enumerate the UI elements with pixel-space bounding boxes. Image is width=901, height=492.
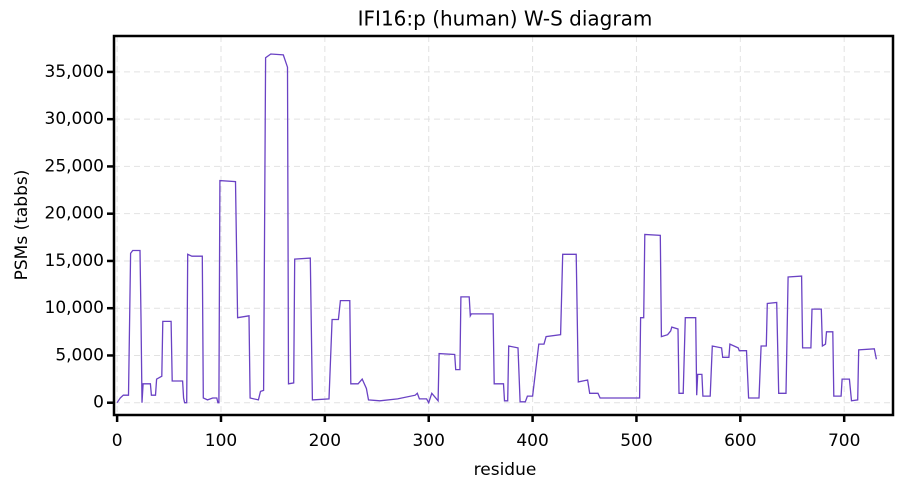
y-tick-label: 10,000 (45, 298, 104, 318)
x-tick-label: 300 (412, 431, 444, 451)
x-tick-label: 500 (620, 431, 652, 451)
y-tick-label: 25,000 (45, 156, 104, 176)
y-tick-label: 0 (93, 393, 104, 413)
x-tick-label: 0 (112, 431, 123, 451)
x-tick-label: 100 (205, 431, 237, 451)
y-tick-label: 15,000 (45, 251, 104, 271)
x-tick-label: 200 (309, 431, 341, 451)
x-tick-label: 600 (724, 431, 756, 451)
y-tick-label: 35,000 (45, 62, 104, 82)
plot-frame (112, 34, 895, 417)
data-line (116, 53, 878, 405)
x-tick-label: 400 (516, 431, 548, 451)
y-tick-label: 30,000 (45, 109, 104, 129)
x-tick-label: 700 (828, 431, 860, 451)
y-tick-label: 20,000 (45, 204, 104, 224)
x-axis-label: residue (474, 460, 537, 480)
chart-title: IFI16:p (human) W-S diagram (358, 7, 653, 31)
y-tick-label: 5,000 (55, 345, 104, 365)
y-axis-label: PSMs (tabbs) (12, 170, 32, 281)
